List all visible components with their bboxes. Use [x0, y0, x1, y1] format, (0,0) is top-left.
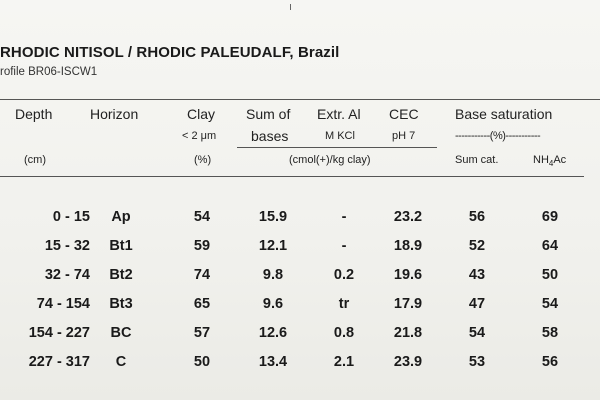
- cell-bs-nh4ac: 50: [541, 267, 559, 283]
- cell-bs-sum-cat: 53: [468, 354, 486, 370]
- cell-bs-nh4ac: 56: [541, 354, 559, 370]
- cell-extr-al: 0.2: [333, 267, 355, 283]
- depth-unit: (cm): [24, 154, 46, 166]
- sum-cat-label: Sum cat.: [455, 154, 499, 166]
- cell-horizon: Bt2: [109, 267, 133, 283]
- clay-size-label: < 2 μm: [182, 130, 217, 142]
- cell-bs-nh4ac: 64: [541, 238, 559, 254]
- profile-id: rofile BR06-ISCW1: [0, 66, 98, 78]
- cell-clay: 74: [193, 267, 211, 283]
- top-rule: [0, 99, 600, 100]
- cell-depth: 15 - 32: [44, 238, 90, 254]
- cell-sum-bases: 12.1: [258, 238, 288, 254]
- cell-depth: 227 - 317: [28, 354, 90, 370]
- cell-clay: 57: [193, 325, 211, 341]
- cell-bs-sum-cat: 54: [468, 325, 486, 341]
- cell-cec: 21.8: [393, 325, 423, 341]
- cell-clay: 50: [193, 354, 211, 370]
- cell-cec: 18.9: [393, 238, 423, 254]
- cell-clay: 59: [193, 238, 211, 254]
- cell-horizon: Ap: [111, 209, 131, 225]
- cell-depth: 0 - 15: [52, 209, 90, 225]
- col-header-cec: CEC: [389, 106, 419, 122]
- clay-unit: (%): [194, 154, 212, 166]
- group-rule: [237, 147, 437, 148]
- shared-unit: (cmol(+)/kg clay): [289, 154, 371, 166]
- cell-extr-al: -: [341, 209, 347, 225]
- cell-horizon: Bt1: [109, 238, 133, 254]
- cell-sum-bases: 9.8: [262, 267, 284, 283]
- cell-cec: 23.2: [393, 209, 423, 225]
- cell-cec: 17.9: [393, 296, 423, 312]
- col-header-sum-of: Sum of: [246, 106, 291, 122]
- col-header-base-saturation: Base saturation: [455, 106, 553, 122]
- cell-clay: 65: [193, 296, 211, 312]
- col-header-bases: bases: [251, 128, 289, 144]
- header-bottom-rule: [0, 176, 584, 177]
- cec-method: pH 7: [392, 130, 416, 142]
- cell-bs-sum-cat: 47: [468, 296, 486, 312]
- cell-extr-al: 0.8: [333, 325, 355, 341]
- cell-bs-nh4ac: 69: [541, 209, 559, 225]
- base-saturation-unit: -----------(%)-----------: [455, 130, 541, 142]
- cell-extr-al: 2.1: [333, 354, 355, 370]
- cell-sum-bases: 12.6: [258, 325, 288, 341]
- cell-depth: 32 - 74: [44, 267, 90, 283]
- cell-extr-al: -: [341, 238, 347, 254]
- nh4ac-label: NH4Ac: [533, 154, 567, 169]
- cell-horizon: C: [115, 354, 127, 370]
- cell-cec: 23.9: [393, 354, 423, 370]
- cell-depth: 74 - 154: [36, 296, 90, 312]
- cell-extr-al: tr: [338, 296, 350, 312]
- cell-sum-bases: 15.9: [258, 209, 288, 225]
- cell-clay: 54: [193, 209, 211, 225]
- col-header-horizon: Horizon: [90, 106, 139, 122]
- cell-bs-sum-cat: 52: [468, 238, 486, 254]
- cell-bs-sum-cat: 43: [468, 267, 486, 283]
- col-header-extr-al: Extr. Al: [317, 106, 361, 122]
- cell-bs-sum-cat: 56: [468, 209, 486, 225]
- cell-sum-bases: 9.6: [262, 296, 284, 312]
- page-mark: [290, 4, 291, 10]
- cell-sum-bases: 13.4: [258, 354, 288, 370]
- col-header-clay: Clay: [187, 106, 216, 122]
- cell-horizon: Bt3: [109, 296, 133, 312]
- cell-bs-nh4ac: 54: [541, 296, 559, 312]
- cell-bs-nh4ac: 58: [541, 325, 559, 341]
- page-title: RHODIC NITISOL / RHODIC PALEUDALF, Brazi…: [0, 44, 340, 61]
- extr-al-method: M KCl: [325, 130, 355, 142]
- cell-depth: 154 - 227: [28, 325, 90, 341]
- cell-cec: 19.6: [393, 267, 423, 283]
- col-header-depth: Depth: [15, 106, 53, 122]
- cell-horizon: BC: [110, 325, 132, 341]
